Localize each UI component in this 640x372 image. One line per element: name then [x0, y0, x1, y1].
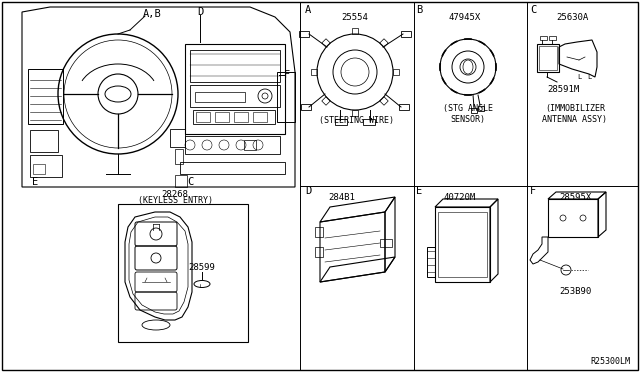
Text: L: L	[577, 74, 581, 80]
Text: 284B1: 284B1	[328, 192, 355, 202]
Text: (STEERING WIRE): (STEERING WIRE)	[319, 115, 394, 125]
Text: (STG ANGLE
SENSOR): (STG ANGLE SENSOR)	[443, 103, 493, 124]
Text: R25300LM: R25300LM	[590, 357, 630, 366]
Text: D: D	[305, 186, 311, 196]
Text: 28268: 28268	[161, 189, 188, 199]
Bar	[335, 119, 347, 125]
Bar	[244, 140, 256, 150]
Bar	[427, 247, 435, 277]
Bar	[215, 112, 229, 122]
Text: A,B: A,B	[143, 9, 161, 19]
Bar	[185, 44, 285, 134]
Bar	[277, 72, 295, 122]
Bar	[234, 112, 248, 122]
Text: (KEYLESS ENTRY): (KEYLESS ENTRY)	[138, 196, 212, 205]
Bar	[315, 227, 323, 237]
Text: 47945X: 47945X	[449, 13, 481, 22]
Text: 25554: 25554	[342, 13, 369, 22]
Text: B: B	[416, 5, 422, 15]
Text: F: F	[530, 186, 536, 196]
Bar	[30, 155, 62, 177]
Bar	[175, 175, 187, 187]
Bar	[315, 247, 323, 257]
Bar	[193, 110, 275, 124]
Bar	[196, 112, 210, 122]
Bar	[548, 199, 598, 237]
Text: E: E	[32, 177, 38, 187]
Bar	[380, 239, 392, 247]
Bar	[175, 149, 183, 164]
Bar	[471, 108, 477, 113]
Bar	[401, 31, 411, 37]
Bar	[253, 112, 267, 122]
Text: F: F	[284, 70, 290, 80]
Text: A: A	[305, 5, 311, 15]
Bar	[399, 104, 409, 110]
Text: 253B90: 253B90	[559, 288, 591, 296]
Text: L: L	[587, 74, 591, 80]
Bar	[537, 44, 559, 72]
Bar	[438, 212, 487, 277]
Bar	[478, 106, 484, 111]
Text: 40720M: 40720M	[444, 192, 476, 202]
Bar	[118, 204, 248, 342]
Bar	[180, 162, 285, 174]
Bar	[299, 31, 309, 37]
Bar	[549, 36, 556, 40]
Text: 28599: 28599	[189, 263, 216, 272]
Bar	[185, 136, 280, 154]
Text: 28591M: 28591M	[547, 84, 579, 93]
Bar	[33, 164, 45, 174]
Bar	[363, 119, 375, 125]
Bar	[540, 36, 547, 40]
Text: C: C	[530, 5, 536, 15]
Text: E: E	[416, 186, 422, 196]
Bar	[170, 129, 185, 147]
Bar	[190, 50, 280, 82]
Text: C: C	[187, 177, 193, 187]
Text: 25630A: 25630A	[556, 13, 588, 22]
Text: (IMMOBILIZER
ANTENNA ASSY): (IMMOBILIZER ANTENNA ASSY)	[543, 103, 607, 124]
Bar	[28, 69, 63, 124]
Text: 28595X: 28595X	[559, 192, 591, 202]
Bar	[301, 104, 311, 110]
Bar	[190, 85, 280, 107]
Bar	[539, 46, 557, 70]
Text: D: D	[197, 7, 203, 17]
Bar	[30, 130, 58, 152]
Bar	[435, 207, 490, 282]
Bar	[195, 92, 245, 102]
